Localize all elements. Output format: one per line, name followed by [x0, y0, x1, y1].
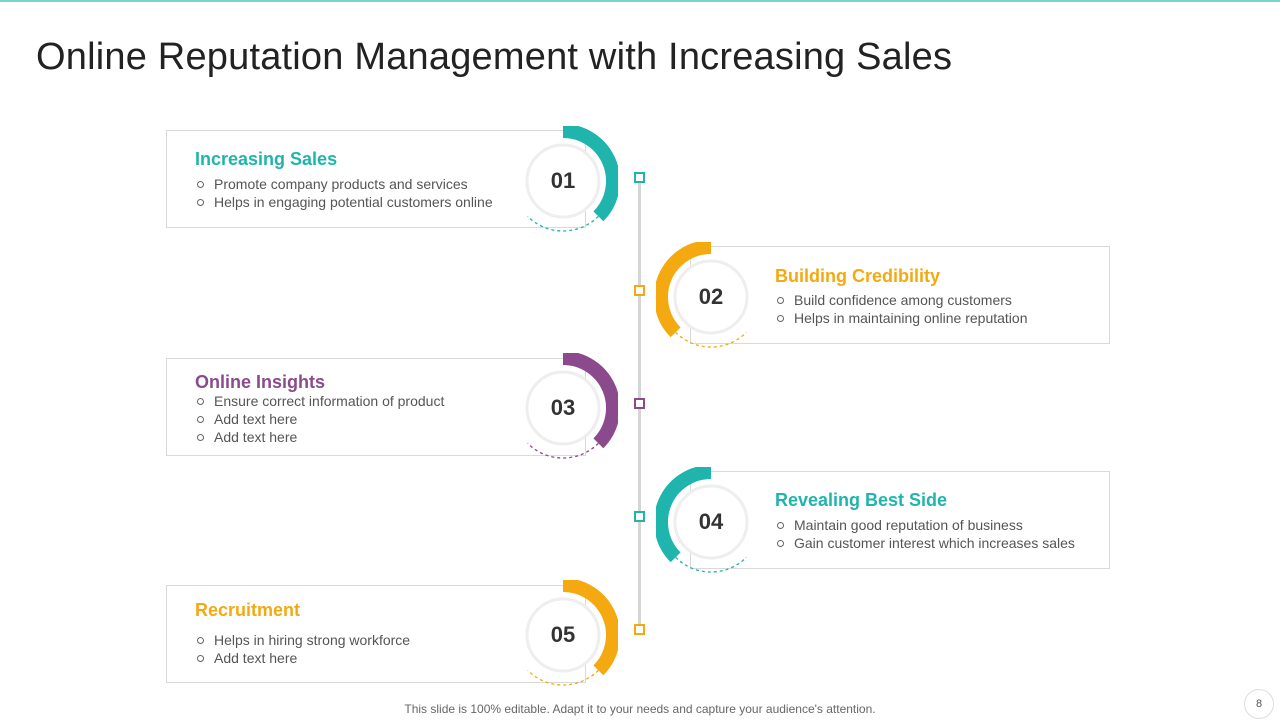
step-card-2: Building Credibility Build confidence am… [690, 246, 1110, 344]
step-card-1: Increasing Sales Promote company product… [166, 130, 586, 228]
step-bullet: Build confidence among customers [775, 291, 1027, 309]
step-bullets: Build confidence among customers Helps i… [775, 291, 1027, 327]
step-bullet: Maintain good reputation of business [775, 516, 1075, 534]
step-title: Online Insights [195, 372, 326, 392]
step-bullet: Add text here [195, 428, 444, 446]
step-bullet: Ensure correct information of product [195, 392, 444, 410]
step-number: 04 [698, 509, 724, 534]
timeline-node-4 [634, 511, 645, 522]
timeline-node-2 [634, 285, 645, 296]
step-badge-3: 03 [508, 353, 618, 463]
step-bullet: Helps in engaging potential customers on… [195, 193, 493, 211]
step-title: Increasing Sales [195, 149, 338, 169]
top-accent-rule [0, 0, 1280, 2]
page-number: 8 [1244, 689, 1274, 719]
step-title: Building Credibility [775, 266, 940, 286]
footer-note: This slide is 100% editable. Adapt it to… [404, 702, 876, 716]
step-bullets: Helps in hiring strong workforce Add tex… [195, 631, 410, 667]
step-badge-1: 01 [508, 126, 618, 236]
timeline-node-5 [634, 624, 645, 635]
step-title: Revealing Best Side [775, 490, 948, 510]
step-bullets: Promote company products and services He… [195, 175, 493, 211]
step-bullet: Helps in maintaining online reputation [775, 309, 1027, 327]
step-badge-2: 02 [656, 242, 766, 352]
step-badge-5: 05 [508, 580, 618, 690]
step-bullet: Gain customer interest which increases s… [775, 534, 1075, 552]
timeline-node-3 [634, 398, 645, 409]
step-bullet: Add text here [195, 410, 444, 428]
timeline-node-1 [634, 172, 645, 183]
step-bullet: Add text here [195, 649, 410, 667]
step-number: 01 [550, 168, 576, 193]
step-bullet: Helps in hiring strong workforce [195, 631, 410, 649]
step-bullets: Ensure correct information of product Ad… [195, 392, 444, 446]
step-card-4: Revealing Best Side Maintain good reputa… [690, 471, 1110, 569]
step-card-5: Recruitment Helps in hiring strong workf… [166, 585, 586, 683]
step-bullet: Promote company products and services [195, 175, 493, 193]
step-number: 02 [698, 284, 724, 309]
slide-title: Online Reputation Management with Increa… [36, 36, 953, 78]
step-title: Recruitment [195, 600, 301, 620]
step-number: 03 [550, 395, 576, 420]
step-number: 05 [550, 622, 576, 647]
step-card-3: Online Insights Ensure correct informati… [166, 358, 586, 456]
step-badge-4: 04 [656, 467, 766, 577]
step-bullets: Maintain good reputation of business Gai… [775, 516, 1075, 552]
